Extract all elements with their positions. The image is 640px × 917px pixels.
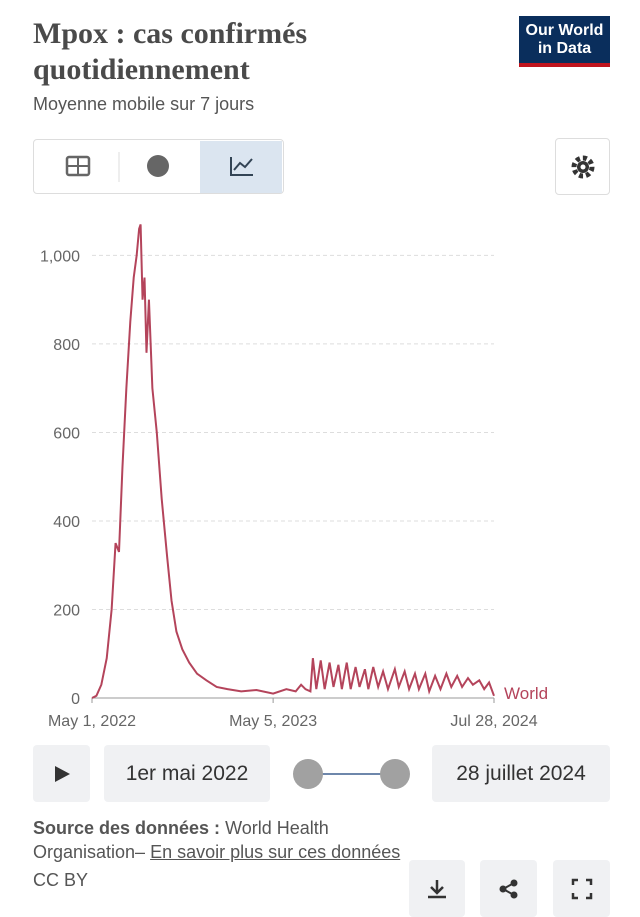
y-tick-label: 200 — [53, 602, 80, 619]
title: Mpox : cas confirmés quotidiennement — [33, 17, 308, 86]
range-slider[interactable] — [290, 755, 415, 795]
tab-group — [33, 139, 284, 194]
license: CC BY — [33, 870, 89, 890]
y-tick-label: 800 — [53, 337, 80, 354]
source: Source des données : World Health Organi… — [33, 816, 403, 892]
source-text: World Health Organisation– — [33, 818, 329, 862]
logo[interactable]: Our World in Data — [519, 16, 610, 67]
y-tick-label: 600 — [53, 425, 80, 442]
chart-tab[interactable] — [200, 141, 282, 193]
end-date[interactable]: 28 juillet 2024 — [432, 745, 610, 802]
chart: 0 200 400 600 800 1,000 May 1, 2022 May 5, 2023… — [40, 224, 548, 730]
download-button[interactable] — [409, 860, 465, 917]
fullscreen-button[interactable] — [553, 860, 610, 917]
y-tick-label: 0 — [71, 691, 80, 708]
subtitle: Moyenne mobile sur 7 jours — [33, 94, 255, 114]
start-date[interactable]: 1er mai 2022 — [104, 745, 270, 802]
source-label: Source des données : — [33, 818, 221, 838]
x-tick-label: May 5, 2023 — [229, 713, 317, 730]
x-tick-label: Jul 28, 2024 — [450, 713, 537, 730]
y-tick-label: 400 — [53, 514, 80, 531]
logo-line: in Data — [537, 40, 592, 57]
logo-line: Our World — [525, 22, 604, 39]
line — [91, 224, 495, 699]
map-tab[interactable] — [147, 155, 169, 177]
share-button[interactable] — [480, 860, 537, 917]
series-label: World — [504, 684, 548, 703]
play-button[interactable] — [33, 745, 90, 802]
x-tick-label: May 1, 2022 — [48, 713, 136, 730]
settings-button[interactable] — [555, 138, 610, 195]
y-tick-label: 1,000 — [40, 248, 80, 265]
source-link[interactable]: En savoir plus sur ces données — [150, 842, 401, 862]
tab-icons — [65, 141, 282, 193]
